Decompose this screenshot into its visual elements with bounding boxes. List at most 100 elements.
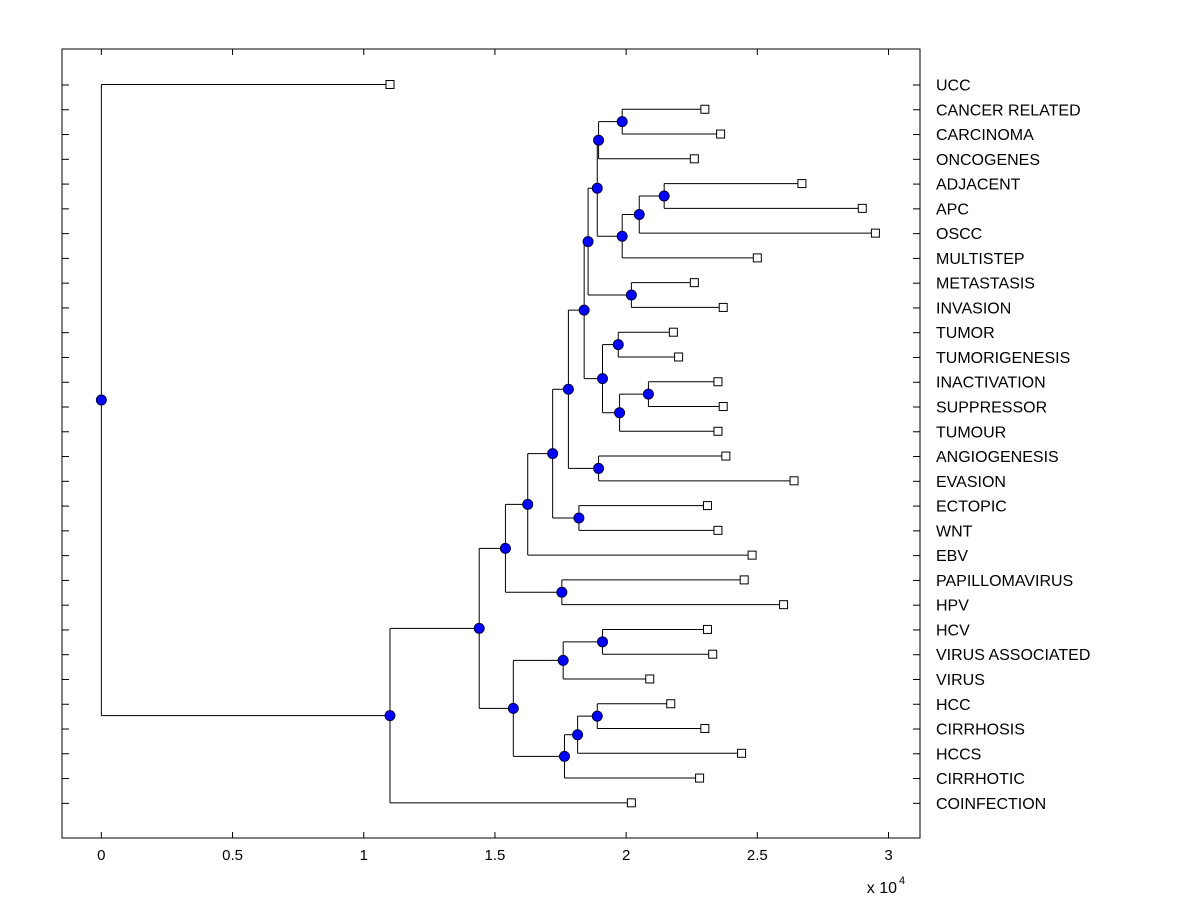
leaf-marker xyxy=(779,600,789,610)
cluster-node xyxy=(582,236,594,248)
leaf-marker xyxy=(718,302,728,312)
plot-frame xyxy=(61,48,921,839)
leaf-label: ANGIOGENESIS xyxy=(936,449,1059,466)
leaf-marker xyxy=(689,154,699,164)
leaf-label: EBV xyxy=(936,548,968,565)
leaf-label: TUMOR xyxy=(936,325,995,342)
leaf-label: APC xyxy=(936,201,969,218)
cluster-node xyxy=(473,622,485,634)
leaf-marker xyxy=(708,649,718,659)
leaf-label: INVASION xyxy=(936,300,1011,317)
leaf-marker xyxy=(700,104,710,114)
leaf-marker xyxy=(700,724,710,734)
leaf-marker xyxy=(870,228,880,238)
leaf-label: TUMORIGENESIS xyxy=(936,350,1070,367)
y-tick-layer xyxy=(62,84,920,804)
leaf-label: HCCS xyxy=(936,746,981,763)
leaf-marker xyxy=(626,798,636,808)
leaf-label: ONCOGENES xyxy=(936,152,1040,169)
cluster-node xyxy=(616,230,628,242)
cluster-node xyxy=(591,710,603,722)
leaf-marker xyxy=(797,179,807,189)
leaf-marker xyxy=(713,377,723,387)
leaf-marker xyxy=(666,699,676,709)
leaf-label: ECTOPIC xyxy=(936,499,1007,516)
leaf-label: UCC xyxy=(936,78,971,95)
leaf-marker xyxy=(721,451,731,461)
cluster-node xyxy=(593,134,605,146)
leaf-marker xyxy=(689,278,699,288)
cluster-node xyxy=(612,339,624,351)
leaf-label: METASTASIS xyxy=(936,276,1035,293)
leaf-marker xyxy=(645,674,655,684)
cluster-node xyxy=(593,462,605,474)
leaf-label: EVASION xyxy=(936,474,1006,491)
cluster-node xyxy=(499,542,511,554)
x-tick-label: 2.5 xyxy=(747,847,768,864)
cluster-node xyxy=(616,116,628,128)
leaf-marker xyxy=(702,624,712,634)
x-multiplier-label: x 10 xyxy=(867,880,897,897)
leaf-label: HCC xyxy=(936,697,971,714)
cluster-node xyxy=(95,394,107,406)
leaf-marker xyxy=(702,501,712,511)
leaf-marker xyxy=(695,773,705,783)
leaf-label: CARCINOMA xyxy=(936,127,1034,144)
x-tick-label: 1.5 xyxy=(485,847,506,864)
cluster-node xyxy=(633,209,645,221)
leaf-marker xyxy=(737,748,747,758)
leaf-label: CIRRHOTIC xyxy=(936,771,1025,788)
leaf-label: CANCER RELATED xyxy=(936,102,1081,119)
x-axis: 0 0.5 1 1.5 2 2.5 3 xyxy=(97,49,893,864)
cluster-node xyxy=(558,750,570,762)
cluster-node xyxy=(522,498,534,510)
cluster-node xyxy=(557,654,569,666)
leaf-marker xyxy=(716,129,726,139)
leaf-marker xyxy=(674,352,684,362)
leaf-label: TUMOUR xyxy=(936,424,1006,441)
cluster-node xyxy=(642,388,654,400)
cluster-node xyxy=(597,636,609,648)
cluster-node xyxy=(591,182,603,194)
leaf-label: COINFECTION xyxy=(936,796,1046,813)
x-multiplier-exponent: 4 xyxy=(899,875,905,887)
leaf-marker xyxy=(713,426,723,436)
leaf-label-layer: UCC CANCER RELATED CARCINOMA ONCOGENES ADJAC… xyxy=(936,78,1090,813)
leaf-marker xyxy=(385,80,395,89)
cluster-node xyxy=(573,512,585,524)
leaf-marker xyxy=(857,203,867,213)
cluster-node xyxy=(658,190,670,202)
x-tick-label: 2 xyxy=(622,847,630,864)
leaf-marker xyxy=(747,550,757,560)
leaf-label: VIRUS xyxy=(936,672,985,689)
leaf-marker xyxy=(752,253,762,263)
node-layer xyxy=(95,116,670,762)
cluster-node xyxy=(384,710,396,722)
x-tick-label: 3 xyxy=(884,847,892,864)
leaf-label: INACTIVATION xyxy=(936,375,1046,392)
cluster-node xyxy=(572,729,584,741)
leaf-label: OSCC xyxy=(936,226,982,243)
x-tick-label: 1 xyxy=(360,847,368,864)
leaf-label: ADJACENT xyxy=(936,177,1021,194)
cluster-node xyxy=(614,407,626,419)
leaf-marker xyxy=(718,402,728,412)
leaf-marker xyxy=(739,575,749,585)
leaf-label: HCV xyxy=(936,622,970,639)
cluster-node xyxy=(625,289,637,301)
leaf-label: HPV xyxy=(936,598,969,615)
cluster-node xyxy=(578,304,590,316)
leaf-marker xyxy=(713,525,723,535)
leaf-label: VIRUS ASSOCIATED xyxy=(936,647,1090,664)
x-tick-label: 0 xyxy=(97,847,105,864)
cluster-node xyxy=(597,373,609,385)
leaf-marker xyxy=(789,476,799,486)
leaf-label: WNT xyxy=(936,523,973,540)
leaf-label: PAPILLOMAVIRUS xyxy=(936,573,1073,590)
cluster-node xyxy=(507,702,519,714)
leaf-label: CIRRHOSIS xyxy=(936,722,1025,739)
leaf-marker-layer xyxy=(385,80,880,808)
cluster-node xyxy=(547,448,559,460)
